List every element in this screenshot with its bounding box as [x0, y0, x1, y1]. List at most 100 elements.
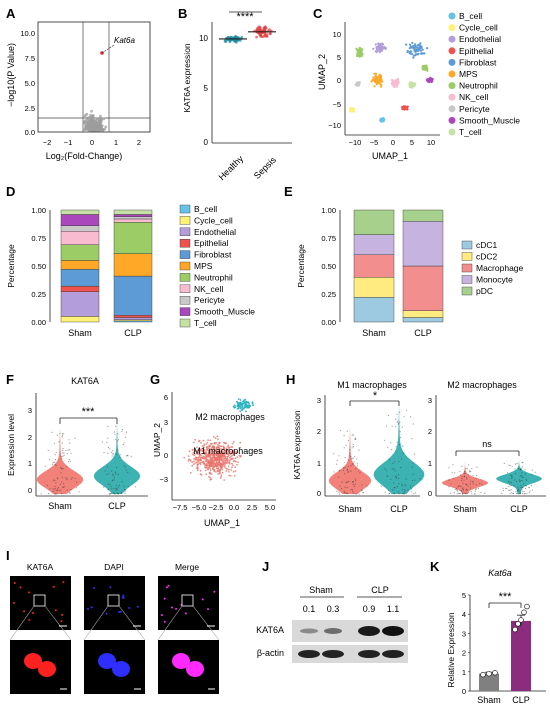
- violin-point: [389, 459, 391, 461]
- umap-point-m1: [213, 446, 215, 449]
- violin-point: [60, 455, 62, 457]
- violin-point: [117, 486, 120, 488]
- violin-point: [534, 471, 536, 473]
- umap-point-m1: [203, 451, 206, 454]
- violin-point: [463, 479, 465, 481]
- violin-point: [384, 491, 386, 493]
- violin-point: [347, 439, 349, 441]
- bar-segment: [402, 209, 444, 222]
- violin-point: [345, 492, 347, 494]
- violin-point: [383, 439, 386, 441]
- violin-point: [59, 483, 62, 485]
- volcano-point: [84, 123, 87, 127]
- violin-point: [387, 414, 390, 417]
- umap-point-m1: [234, 470, 237, 472]
- umap-point-m1: [214, 437, 217, 440]
- legend-swatch: [461, 252, 473, 261]
- significance-h-1: ns: [482, 439, 492, 449]
- ytick-h0-3: 3: [317, 396, 321, 405]
- sample-point: [492, 670, 498, 676]
- violin-point: [394, 461, 396, 463]
- umap-point-m1: [209, 439, 212, 442]
- umap-point-m1: [210, 457, 213, 460]
- cell-signal: [167, 584, 170, 587]
- violin-point: [336, 459, 338, 462]
- umap-point: [378, 73, 381, 76]
- umap-point-m2: [244, 401, 246, 404]
- violin-point: [109, 483, 111, 485]
- umap-point-m2: [241, 403, 244, 405]
- umap-point-m1: [204, 467, 207, 469]
- violin-point: [59, 466, 62, 469]
- violin-point: [117, 493, 119, 495]
- violin-point: [358, 449, 360, 451]
- umap-point-m1: [228, 459, 231, 462]
- violin-point: [521, 489, 523, 491]
- violin-point: [55, 464, 57, 466]
- umap-point: [419, 42, 422, 45]
- umap-point-m1: [220, 476, 223, 478]
- violin-point: [390, 442, 392, 444]
- umap-point: [375, 80, 378, 83]
- umap-point-m1: [211, 459, 214, 462]
- sample-point: [486, 670, 492, 677]
- cell-signal: [163, 620, 166, 623]
- violin-point: [352, 483, 354, 486]
- cell-signal: [118, 610, 121, 613]
- zoom-guide: [44, 605, 72, 641]
- violin-point: [352, 434, 355, 436]
- violin-point: [117, 439, 120, 441]
- umap-point-m1: [208, 461, 210, 463]
- xtick-a-2: 0: [90, 138, 94, 147]
- cell-signal: [171, 606, 173, 609]
- umap-point-m1: [218, 461, 221, 464]
- violin-point: [409, 487, 411, 489]
- violin-point: [56, 493, 58, 495]
- umap-point-m1: [232, 460, 235, 463]
- panel-h: H M1 macrophages M2 macrophages KAT6A ex…: [286, 372, 546, 514]
- legend-label: Pericyte: [459, 104, 490, 114]
- violin-point: [391, 425, 393, 427]
- legend-label: Smooth_Muscle: [194, 307, 255, 317]
- violin-point: [393, 487, 395, 489]
- violin-point: [393, 482, 395, 484]
- violin-point: [116, 441, 118, 443]
- umap-point: [429, 78, 433, 81]
- umap-point-m1: [220, 450, 223, 453]
- violin-point: [115, 438, 117, 441]
- violin-point: [467, 464, 470, 466]
- umap-point-m2: [237, 403, 240, 405]
- umap-point: [408, 47, 411, 50]
- umap-point-m1: [237, 461, 240, 463]
- blot-band: [382, 626, 404, 636]
- violin-point: [52, 479, 55, 481]
- violin-point: [354, 456, 356, 458]
- xtick-g-2: −2.5: [209, 503, 224, 512]
- volcano-point: [96, 123, 100, 126]
- violin-point: [338, 491, 340, 493]
- umap-point-m1: [225, 470, 228, 472]
- umap-point-m2: [248, 406, 251, 409]
- violin-point: [461, 465, 463, 467]
- violin-point: [463, 476, 465, 478]
- violin-point: [521, 476, 524, 478]
- xtick-g-4: 2.5: [247, 503, 257, 512]
- umap-point-m2: [234, 406, 237, 408]
- volcano-point: [94, 120, 98, 124]
- umap-point-m1: [196, 469, 199, 472]
- umap-point-m1: [200, 448, 203, 451]
- category-label: CLP: [124, 328, 142, 338]
- umap-point-m1: [221, 454, 224, 457]
- umap-point-m1: [225, 447, 228, 450]
- violin-point: [387, 489, 389, 491]
- violin-point: [124, 489, 126, 491]
- sample-point: [258, 32, 261, 36]
- umap-point-m1: [210, 447, 213, 450]
- umap-point-m1: [212, 467, 214, 470]
- umap-point-m1: [223, 449, 225, 451]
- violin-point: [346, 468, 349, 471]
- violin-point: [115, 466, 118, 468]
- zoom-box: [107, 594, 120, 607]
- violin-point: [353, 485, 355, 487]
- violin-point: [112, 474, 114, 476]
